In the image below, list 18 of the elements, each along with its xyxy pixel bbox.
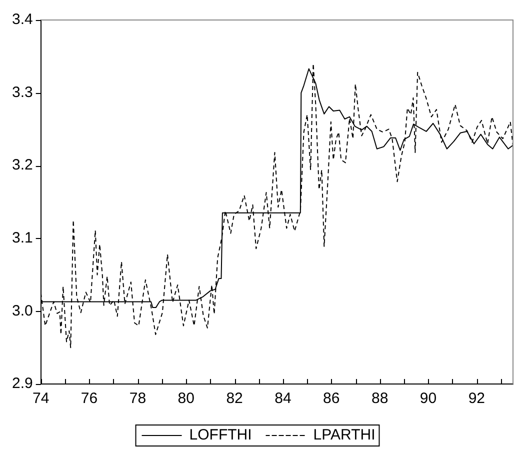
x-tick-label: 92 [468,390,486,408]
y-tick-label: 3.0 [12,302,33,320]
y-tick-label: 3.2 [12,156,33,174]
x-tick-label: 86 [323,390,340,408]
y-tick-label: 3.4 [12,11,33,28]
x-tick-label: 80 [178,390,194,408]
x-tick-label: 78 [129,390,146,408]
x-tick-label: 90 [420,390,437,408]
x-tick-label: 74 [32,390,50,408]
y-tick-label: 3.3 [12,84,33,101]
x-tick-label: 88 [371,390,388,408]
y-tick-label: 3.1 [12,230,33,247]
x-tick-label: 76 [80,390,98,408]
y-tick-label: 2.9 [12,375,33,392]
x-tick-label: 82 [226,390,243,408]
x-tick-label: 84 [274,390,292,408]
legend-label: LPARTHI [313,426,376,444]
legend-label: LOFFTHI [189,426,252,444]
